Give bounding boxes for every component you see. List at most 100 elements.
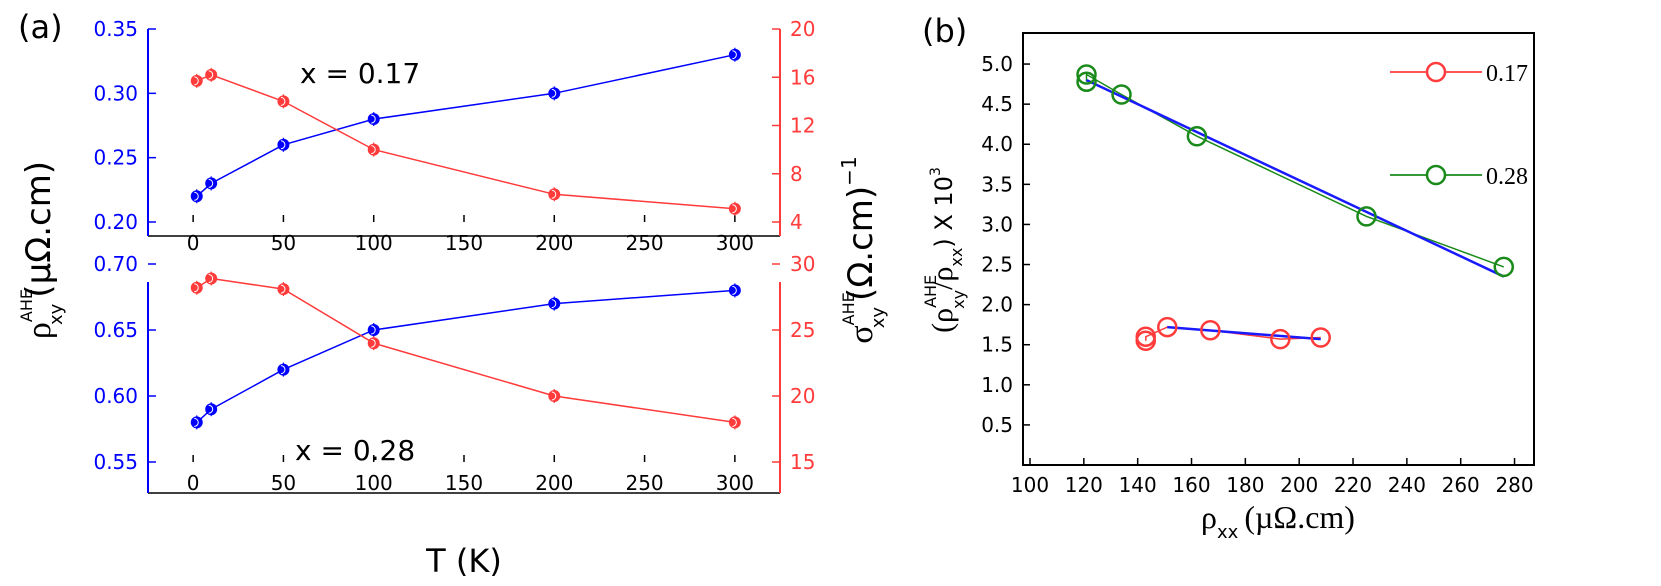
bot-series-blue-point-highlight bbox=[732, 285, 737, 295]
top-series-red-point bbox=[277, 95, 290, 108]
b-x-tick-label: 240 bbox=[1388, 473, 1426, 497]
bot-series-red-point-highlight bbox=[208, 274, 214, 284]
bot-left-tick-label: 0.70 bbox=[93, 252, 138, 276]
panel-b: 100 120 140 160 180 200 220 240 260 280 0.5 1.0 1.5… bbox=[921, 32, 1535, 543]
x-axis-label-b: ρxx (µΩ.cm) bbox=[1201, 499, 1355, 543]
top-series-red-point bbox=[205, 68, 218, 81]
bot-series-blue-point bbox=[367, 324, 380, 336]
b-x-tick-label: 160 bbox=[1172, 473, 1210, 497]
b-legend-marker-0.17 bbox=[1425, 61, 1447, 83]
b-x-tick-label: 220 bbox=[1334, 473, 1372, 497]
top-x-tick-label: 100 bbox=[355, 231, 393, 255]
b-y-tick-label: 3.5 bbox=[981, 172, 1013, 196]
top-left-tick-label: 0.35 bbox=[93, 17, 138, 41]
panel-b-frame bbox=[1022, 32, 1535, 466]
b-x-tick-label: 180 bbox=[1226, 473, 1264, 497]
top-x-tick-label: 0 bbox=[187, 231, 200, 255]
bot-series-blue-point-highlight bbox=[551, 299, 557, 309]
top-series-blue-point bbox=[277, 138, 290, 151]
top-annotation: x = 0.17 bbox=[300, 57, 420, 90]
panel-a-top: 0.20 0.25 0.30 0.35 4 8 12 16 20 0 50 100 150 200 25… bbox=[93, 17, 815, 255]
bot-x-tick-label: 0 bbox=[187, 471, 200, 495]
left-y-axis-label: ρAHE xy(µΩ.cm) bbox=[17, 161, 67, 339]
top-series-blue-line bbox=[196, 53, 736, 197]
top-series-blue-point-highlight bbox=[551, 88, 557, 98]
bot-series-blue-point bbox=[205, 403, 218, 416]
bot-series-red-point bbox=[367, 337, 380, 350]
bot-right-tick-label: 30 bbox=[790, 252, 815, 276]
panel-a-label: (a) bbox=[18, 8, 63, 46]
bot-series-blue-point bbox=[190, 416, 203, 429]
top-series-red-point-highlight bbox=[194, 76, 199, 86]
b-series-0.17-point bbox=[1200, 320, 1221, 341]
bot-right-tick-label: 25 bbox=[790, 318, 815, 342]
b-y-tick-label: 5.0 bbox=[981, 52, 1013, 76]
b-legend-label-0.28: 0.28 bbox=[1486, 164, 1528, 190]
bot-left-tick-label: 0.65 bbox=[93, 318, 138, 342]
b-x-tick-label: 100 bbox=[1011, 473, 1049, 497]
top-series-red-point bbox=[548, 188, 561, 201]
b-legend-label-0.17: 0.17 bbox=[1486, 61, 1528, 87]
top-right-tick-label: 8 bbox=[790, 162, 803, 186]
bot-series-blue-point-highlight bbox=[371, 325, 376, 335]
bot-series-blue-point bbox=[548, 297, 561, 310]
bot-series-red-point bbox=[190, 281, 203, 294]
top-series-blue-point-highlight bbox=[280, 140, 286, 150]
bot-series-red-point-highlight bbox=[371, 338, 376, 348]
b-series-0.28-fit-line bbox=[1085, 78, 1505, 278]
bot-x-tick-label: 100 bbox=[355, 471, 393, 495]
top-x-tick-label: 200 bbox=[535, 231, 573, 255]
b-series-0.28-point bbox=[1076, 64, 1097, 85]
bot-series-red-point-highlight bbox=[194, 283, 199, 293]
bot-series-red-point-highlight bbox=[280, 284, 286, 294]
top-series-red-point-highlight bbox=[551, 189, 557, 199]
top-series-red-line bbox=[196, 73, 735, 210]
bot-series-red-point bbox=[277, 283, 290, 296]
bot-series-red-point bbox=[205, 272, 218, 285]
top-series-blue-point-highlight bbox=[208, 178, 214, 188]
top-series-red-point-highlight bbox=[208, 70, 214, 80]
x-axis-label-a: T (K) bbox=[425, 542, 502, 580]
b-series-0.17-point bbox=[1135, 326, 1157, 347]
b-series-0.17-point bbox=[1310, 327, 1331, 348]
bot-series-red-point-highlight bbox=[551, 391, 557, 401]
top-left-tick-label: 0.20 bbox=[93, 210, 138, 234]
bot-series-blue-point bbox=[728, 284, 741, 297]
b-legend-marker-0.28 bbox=[1425, 164, 1447, 186]
top-right-tick-label: 12 bbox=[790, 114, 815, 138]
b-y-tick-label: 0.5 bbox=[981, 413, 1013, 437]
top-series-red-point-highlight bbox=[371, 145, 376, 155]
top-right-tick-label: 4 bbox=[790, 210, 803, 234]
b-y-tick-label: 4.5 bbox=[981, 92, 1013, 116]
top-series-blue-point-highlight bbox=[732, 50, 737, 60]
top-series-red-point bbox=[367, 143, 380, 156]
bot-series-blue-point-highlight bbox=[194, 417, 199, 427]
bot-series-red-point bbox=[728, 416, 741, 429]
top-series-blue-point bbox=[190, 190, 203, 203]
bot-x-tick-label: 200 bbox=[535, 471, 573, 495]
bot-x-tick-label: 150 bbox=[445, 471, 483, 495]
top-x-tick-label: 50 bbox=[271, 231, 296, 255]
top-series-red-point-highlight bbox=[280, 96, 286, 106]
bot-series-red-point-highlight bbox=[732, 417, 737, 427]
bot-left-tick-label: 0.60 bbox=[93, 384, 138, 408]
top-series-red-point bbox=[728, 202, 741, 215]
bot-x-tick-label: 50 bbox=[271, 471, 296, 495]
b-series-0.17-fit-line bbox=[1167, 325, 1321, 341]
b-series-0.28-point bbox=[1111, 84, 1132, 105]
b-y-tick-label: 2.5 bbox=[981, 253, 1013, 277]
b-series-0.17-point bbox=[1270, 328, 1291, 350]
bot-series-red-line bbox=[196, 277, 736, 424]
b-y-tick-label: 2.0 bbox=[981, 293, 1013, 317]
panel-b-label: (b) bbox=[922, 12, 967, 50]
b-y-tick-label: 1.5 bbox=[981, 333, 1013, 357]
top-x-tick-label: 300 bbox=[716, 231, 754, 255]
top-series-blue-point bbox=[728, 48, 741, 61]
b-series-0.28-point bbox=[1493, 256, 1515, 278]
b-y-tick-label: 1.0 bbox=[981, 373, 1013, 397]
bottom-annotation: x = 0.28 bbox=[295, 434, 415, 467]
b-x-tick-label: 200 bbox=[1280, 473, 1318, 497]
